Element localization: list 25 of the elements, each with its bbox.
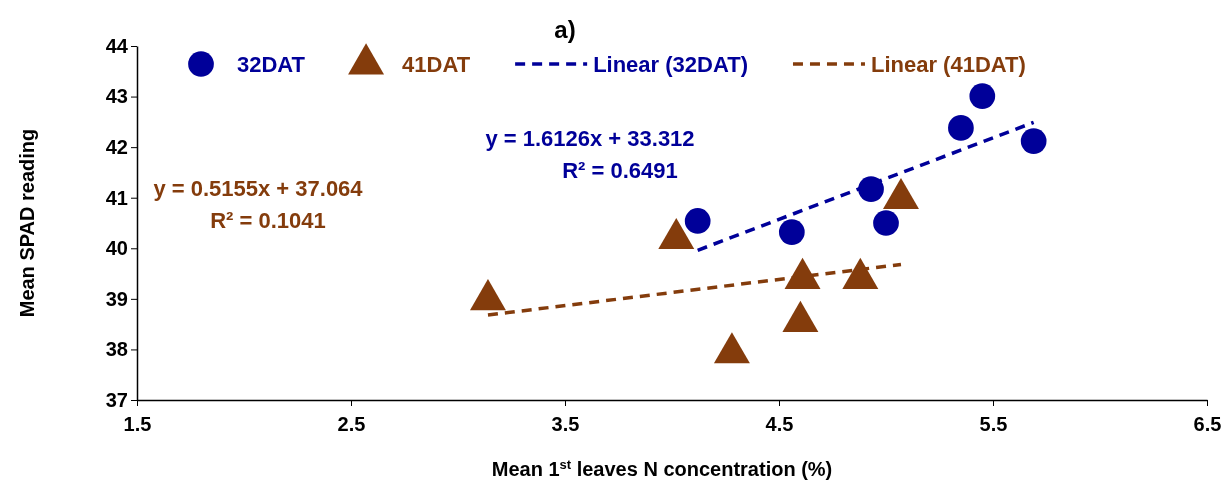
chart-title: a) xyxy=(554,16,576,43)
legend-label: 41DAT xyxy=(402,52,471,77)
annotation: y = 1.6126x + 33.312 xyxy=(485,126,695,151)
y-tick-label: 41 xyxy=(105,186,128,209)
annotation: y = 0.5155x + 37.064 xyxy=(153,176,364,201)
y-tick-label: 42 xyxy=(105,136,128,159)
annotation: R² = 0.6491 xyxy=(562,158,678,183)
y-tick-label: 39 xyxy=(105,287,128,310)
x-tick-label: 2.5 xyxy=(337,413,366,435)
y-tick-label: 40 xyxy=(105,237,128,260)
legend-label: 32DAT xyxy=(237,52,306,77)
y-tick-label: 44 xyxy=(105,34,129,57)
y-tick-label: 38 xyxy=(105,338,128,361)
x-tick-label: 3.5 xyxy=(551,413,580,435)
x-axis-title: Mean 1$^{st}$ leaves N concentration (%) xyxy=(491,456,833,480)
y-tick-label: 43 xyxy=(105,85,128,108)
y-tick-label: 37 xyxy=(105,388,128,411)
y-axis-title: Mean SPAD reading xyxy=(16,128,38,318)
annotation: R² = 0.1041 xyxy=(210,208,326,233)
x-tick-label: 1.5 xyxy=(123,413,152,435)
x-tick-label: 6.5 xyxy=(1193,413,1222,435)
legend-label: Linear (41DAT) xyxy=(870,52,1026,77)
x-tick-label: 5.5 xyxy=(979,413,1008,435)
x-tick-label: 4.5 xyxy=(765,413,794,435)
legend-label: Linear (32DAT) xyxy=(593,52,748,77)
